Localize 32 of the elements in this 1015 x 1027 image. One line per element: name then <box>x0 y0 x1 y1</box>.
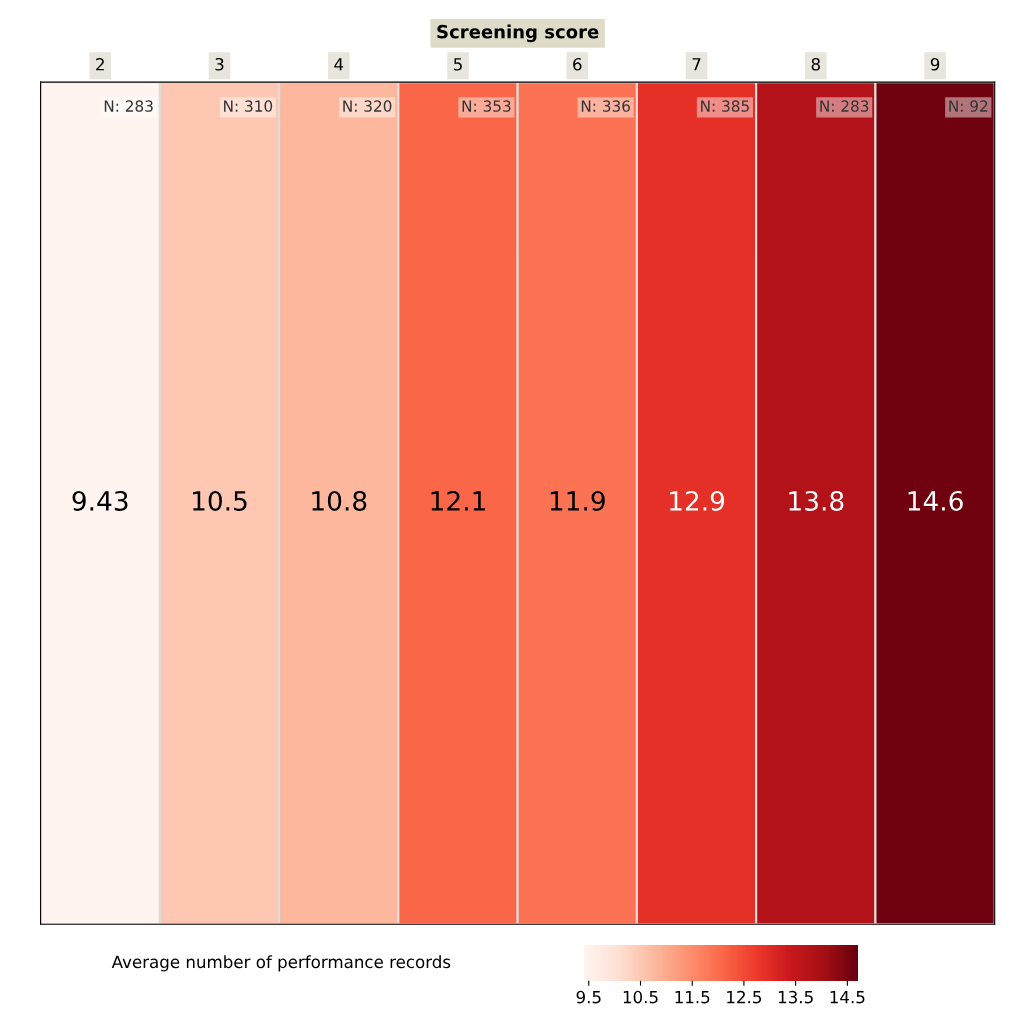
x-axis-title: Screening score <box>437 24 599 43</box>
color-bar-label: 10.5 <box>623 990 658 1004</box>
x-tick-label: 4 <box>334 58 344 71</box>
annotation: N: 283 <box>104 100 153 112</box>
data-label: 12.9 <box>670 490 725 511</box>
x-tick-label: 6 <box>573 57 582 71</box>
x-tick-label: 9 <box>930 57 940 71</box>
x-tick-label: 7 <box>692 58 701 71</box>
annotation: N: 385 <box>701 100 749 112</box>
annotation: N: 336 <box>581 100 630 112</box>
annotation: N: 320 <box>343 100 392 112</box>
data-label: 14.6 <box>908 490 963 511</box>
color-bar-label: 9.5 <box>576 990 601 1004</box>
data-label: 10.5 <box>193 490 247 511</box>
data-label: 10.8 <box>312 490 367 511</box>
color-bar-title: Average number of performance records <box>111 955 451 972</box>
data-label: 13.8 <box>789 490 844 511</box>
data-label: 11.9 <box>550 490 605 511</box>
color-bar-label: 12.5 <box>727 990 762 1004</box>
x-tick-label: 5 <box>454 58 462 71</box>
color-bar-label: 13.5 <box>778 990 813 1004</box>
data-label: 9.43 <box>72 490 128 511</box>
color-bar-label: 14.5 <box>830 991 865 1004</box>
annotation: N: 310 <box>224 100 273 112</box>
annotation: N: 92 <box>949 100 988 112</box>
x-tick-label: 2 <box>96 57 104 71</box>
x-tick-label: 8 <box>811 57 820 71</box>
color-bar-label: 11.5 <box>675 991 710 1004</box>
annotation: N: 283 <box>820 100 869 112</box>
x-tick-label: 3 <box>215 57 224 71</box>
data-label: 12.1 <box>431 490 485 511</box>
annotation: N: 353 <box>462 100 511 112</box>
